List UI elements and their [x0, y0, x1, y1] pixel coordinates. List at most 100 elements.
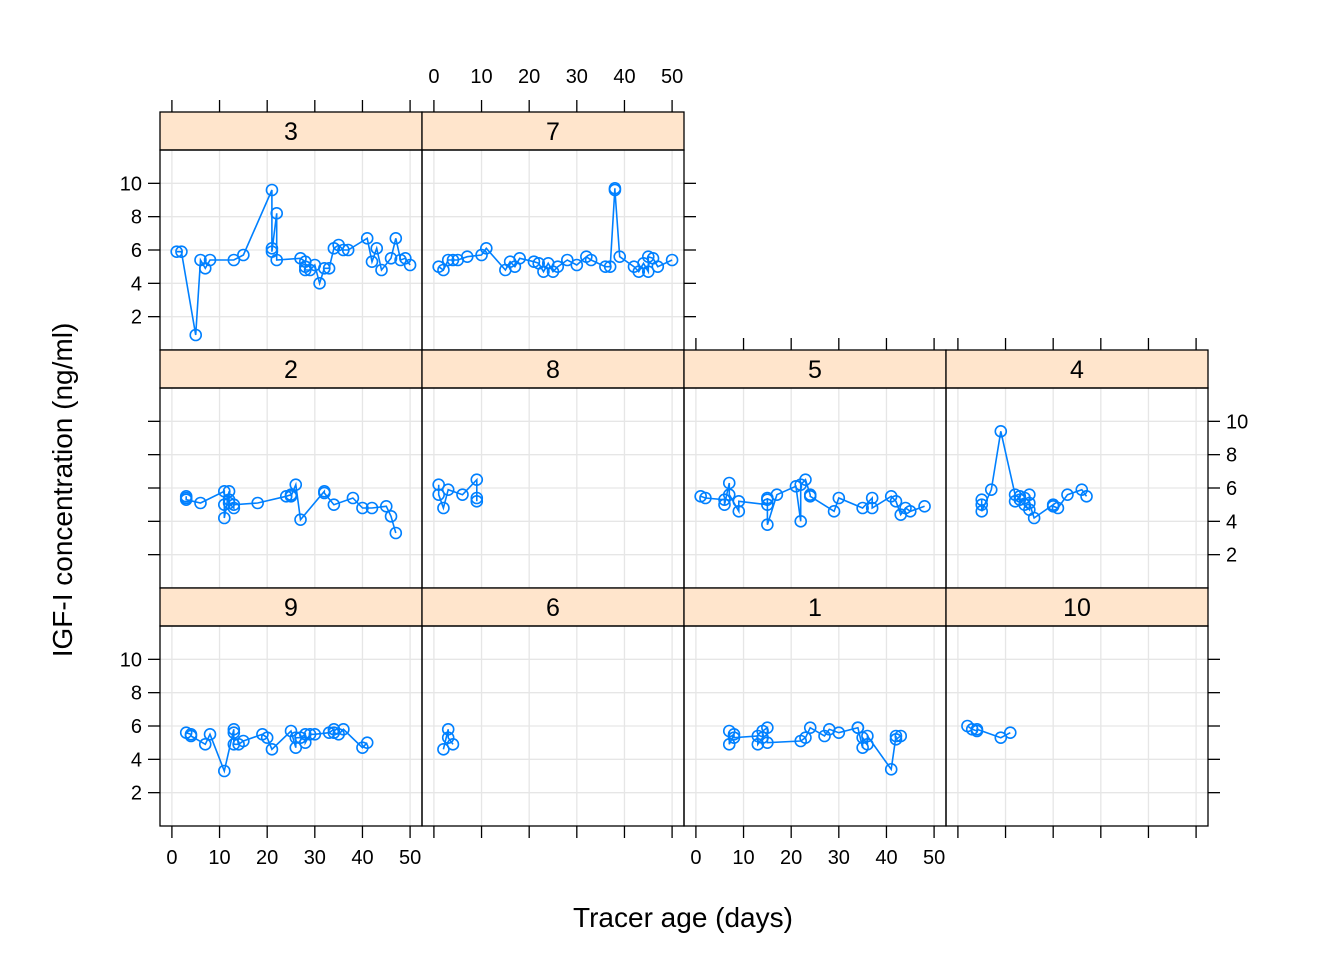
- x-tick-label: 50: [399, 847, 421, 869]
- data-point: [298, 728, 312, 741]
- data-point: [994, 731, 1008, 744]
- data-point: [375, 263, 388, 277]
- strip-7: [421, 111, 685, 151]
- strip-label: 4: [1070, 356, 1084, 384]
- x-tick-label: 50: [923, 847, 945, 869]
- data-point: [865, 491, 879, 505]
- data-point: [613, 250, 626, 263]
- data-point: [584, 253, 598, 267]
- data-point: [337, 723, 350, 736]
- data-point: [975, 505, 989, 518]
- data-point: [651, 260, 665, 273]
- data-point: [727, 728, 741, 741]
- data-point: [365, 501, 379, 515]
- data-point: [218, 511, 231, 525]
- panel-9-series: [179, 723, 374, 778]
- data-point: [289, 741, 303, 754]
- series-line: [185, 481, 397, 534]
- data-point: [327, 498, 341, 511]
- data-point: [403, 258, 417, 272]
- data-point: [832, 491, 846, 505]
- strip-label: 1: [808, 594, 822, 622]
- data-layer: [170, 182, 1093, 778]
- data-point: [761, 518, 774, 531]
- x-tick-label: 10: [732, 847, 754, 869]
- x-tick-label: 30: [566, 66, 588, 88]
- data-point: [1023, 488, 1036, 501]
- series-line: [176, 189, 411, 336]
- x-tick-label: 10: [208, 847, 230, 869]
- data-point: [194, 496, 207, 510]
- data-point: [298, 263, 312, 277]
- y-tick-label: 4: [131, 273, 142, 295]
- data-point: [318, 262, 331, 275]
- x-tick-label: 30: [828, 847, 850, 869]
- x-tick-label: 0: [428, 66, 439, 88]
- y-tick-label: 10: [120, 173, 142, 195]
- data-point: [294, 513, 307, 526]
- panel-7-series: [432, 182, 679, 278]
- data-point: [665, 253, 679, 267]
- series-line: [442, 729, 454, 750]
- data-point: [313, 277, 326, 290]
- data-point: [722, 488, 736, 501]
- y-tick-label: 10: [1226, 411, 1248, 433]
- data-point: [265, 183, 279, 197]
- data-point: [994, 425, 1008, 438]
- data-point: [603, 260, 617, 273]
- data-point: [608, 183, 622, 197]
- data-point: [437, 263, 450, 277]
- data-point: [318, 486, 331, 500]
- data-point: [970, 723, 984, 736]
- data-point: [198, 738, 212, 751]
- y-tick-label: 4: [1226, 511, 1237, 533]
- data-point: [803, 721, 817, 734]
- data-point: [227, 723, 241, 736]
- panel-2-series: [179, 478, 403, 540]
- data-point: [889, 495, 903, 508]
- data-point: [337, 243, 350, 257]
- data-point: [699, 491, 712, 505]
- data-point: [437, 743, 450, 756]
- x-tick-label: 0: [166, 847, 177, 869]
- strip-8: [421, 349, 685, 389]
- data-point: [432, 478, 445, 491]
- panel-4-series: [975, 425, 1093, 525]
- data-point: [480, 242, 493, 255]
- data-point: [389, 526, 403, 540]
- data-point: [184, 729, 198, 743]
- data-point: [170, 245, 183, 258]
- data-point: [799, 731, 812, 744]
- data-point: [1023, 496, 1036, 510]
- strip-label: 3: [284, 118, 298, 146]
- data-point: [203, 253, 217, 267]
- data-point: [799, 473, 812, 486]
- panel-10-series: [961, 719, 1017, 744]
- data-point: [761, 721, 774, 734]
- panel-grid-3: [160, 150, 422, 350]
- data-point: [308, 728, 322, 741]
- data-point: [1004, 726, 1017, 739]
- data-point: [560, 253, 574, 267]
- data-point: [384, 252, 398, 265]
- y-tick-label: 10: [120, 649, 142, 671]
- data-point: [832, 726, 846, 739]
- data-point: [1080, 490, 1093, 503]
- y-tick-label: 2: [131, 307, 142, 329]
- x-tick-label: 10: [470, 66, 492, 88]
- y-tick-label: 6: [1226, 478, 1237, 500]
- data-point: [903, 505, 917, 518]
- data-point: [365, 255, 379, 268]
- data-point: [770, 488, 784, 501]
- data-point: [265, 743, 279, 756]
- series-line: [438, 188, 673, 275]
- x-tick-label: 20: [256, 847, 278, 869]
- x-axis-label: Tracer age (days): [573, 902, 793, 933]
- data-point: [441, 253, 455, 267]
- strip-6: [421, 587, 685, 627]
- data-point: [803, 490, 817, 503]
- panel-grid-7: [422, 150, 684, 350]
- data-point: [384, 510, 398, 523]
- data-point: [884, 763, 898, 776]
- data-point: [761, 498, 774, 511]
